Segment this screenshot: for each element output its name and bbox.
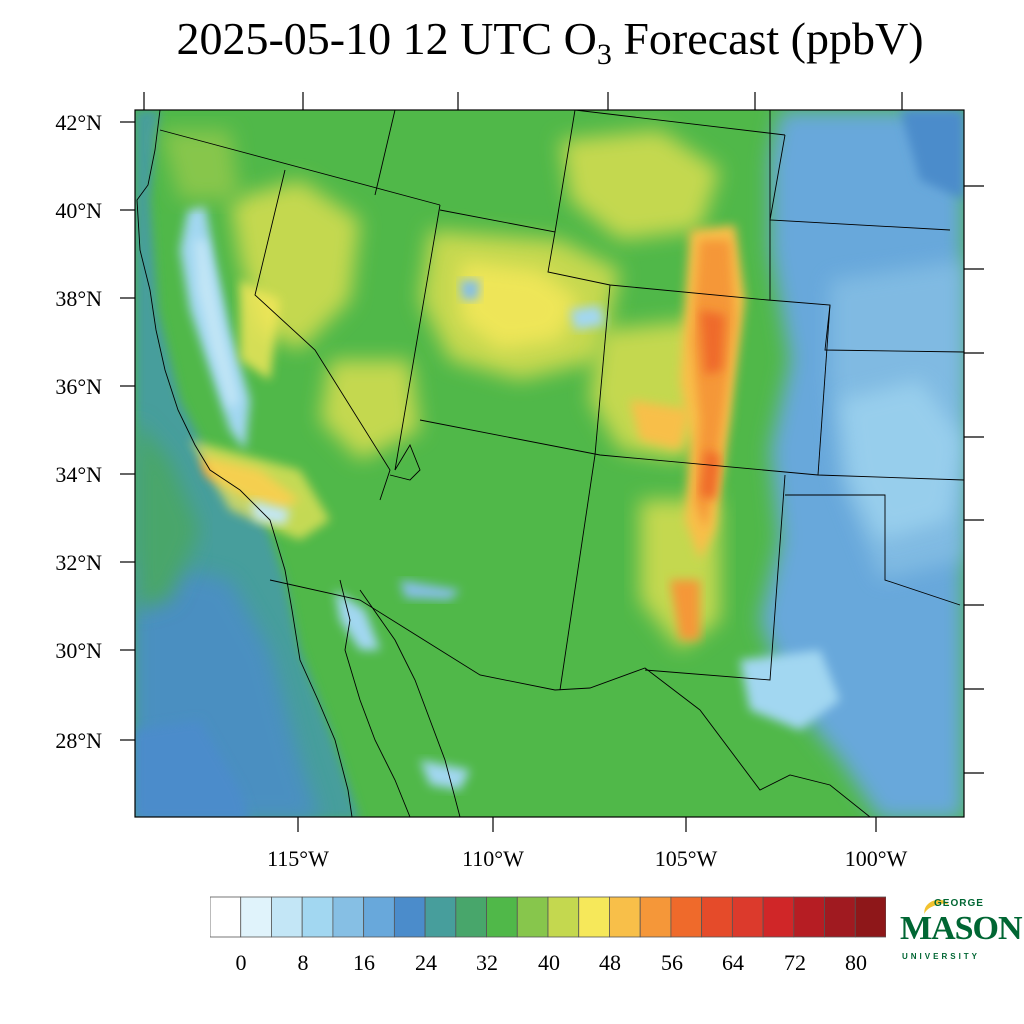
colorbar-box: [363, 896, 395, 938]
colorbar-box: [547, 896, 580, 938]
lon-label-110: 110°W: [462, 846, 524, 871]
lon-label-105: 105°W: [654, 846, 718, 871]
colorbar-label-56: 56: [661, 950, 683, 975]
colorbar-box: [701, 896, 733, 938]
colorbar-box: [455, 896, 487, 938]
colorbar-label-64: 64: [722, 950, 744, 975]
lat-label-30: 30°N: [55, 638, 102, 663]
colorbar-label-72: 72: [784, 950, 806, 975]
page-title: 2025-05-10 12 UTC O3 Forecast (ppbV): [0, 12, 1024, 72]
colorbar-box: [424, 896, 457, 938]
colorbar-box: [639, 896, 672, 938]
colorbar-label-40: 40: [538, 950, 560, 975]
lat-label-42: 42°N: [55, 110, 102, 135]
map-ticks: [120, 92, 984, 832]
lon-label-115: 115°W: [267, 846, 329, 871]
colorbar: [210, 896, 886, 938]
lon-label-100: 100°W: [844, 846, 908, 871]
lat-label-36: 36°N: [55, 374, 102, 399]
colorbar-box: [731, 896, 764, 938]
colorbar-box: [670, 896, 703, 938]
title-prefix: 2025-05-10 12 UTC O: [176, 13, 597, 64]
colorbar-box: [393, 896, 426, 938]
colorbar-box: [486, 896, 518, 938]
george-mason-logo: GEORGE MASON UNIVERSITY: [898, 896, 1023, 970]
colorbar-box: [516, 896, 549, 938]
logo-top-text: GEORGE: [934, 898, 984, 909]
colorbar-box: [793, 896, 825, 938]
colorbar-box: [332, 896, 365, 938]
colorbar-label-0: 0: [235, 950, 247, 975]
colorbar-label-8: 8: [297, 950, 309, 975]
logo-bottom-text: UNIVERSITY: [902, 952, 981, 961]
colorbar-box: [301, 896, 334, 938]
lat-label-34: 34°N: [55, 462, 102, 487]
colorbar-box: [824, 896, 856, 938]
lat-label-32: 32°N: [55, 550, 102, 575]
colorbar-box: [762, 896, 795, 938]
lat-label-38: 38°N: [55, 286, 102, 311]
colorbar-box: [271, 896, 303, 938]
colorbar-label-48: 48: [599, 950, 621, 975]
colorbar-box: [210, 896, 242, 938]
title-subscript: 3: [596, 38, 612, 71]
lat-label-28: 28°N: [55, 728, 102, 753]
colorbar-label-16: 16: [353, 950, 375, 975]
colorbar-box: [609, 896, 641, 938]
ozone-field: [135, 110, 964, 817]
lat-label-40: 40°N: [55, 198, 102, 223]
colorbar-box: [578, 896, 610, 938]
logo-main-text: MASON: [900, 910, 1023, 947]
colorbar-box: [854, 896, 886, 938]
colorbar-label-24: 24: [415, 950, 437, 975]
colorbar-label-32: 32: [476, 950, 498, 975]
title-suffix: Forecast (ppbV): [611, 13, 924, 64]
colorbar-box: [240, 896, 272, 938]
political-boundaries: [136, 110, 964, 817]
colorbar-label-80: 80: [845, 950, 867, 975]
